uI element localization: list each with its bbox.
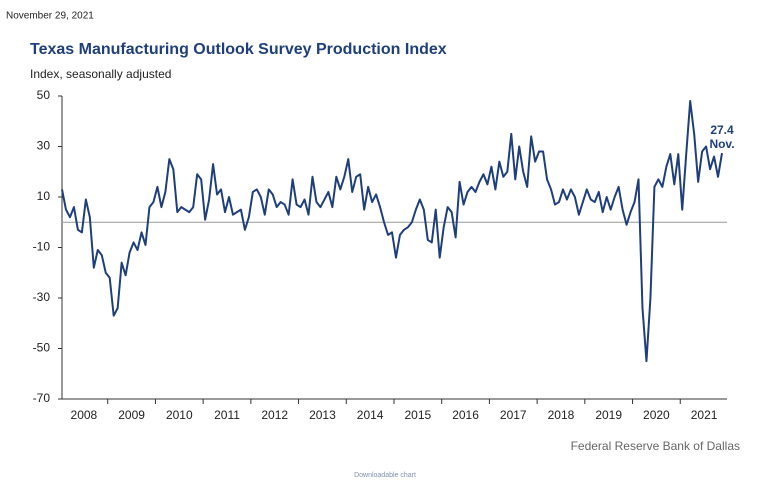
x-tick-label: 2013	[309, 408, 336, 422]
y-tick-label: 10	[37, 189, 51, 203]
x-tick-label: 2012	[261, 408, 288, 422]
y-tick-label: -30	[33, 290, 51, 304]
line	[61, 100, 723, 363]
footer: Downloadable chart	[354, 472, 416, 479]
y-tick-label: -70	[33, 391, 51, 405]
x-tick-label: 2019	[595, 408, 622, 422]
x-tick-label: 2020	[643, 408, 670, 422]
y-tick-label: -10	[33, 240, 51, 254]
y-tick-label: 30	[37, 139, 51, 153]
source: Federal Reserve Bank of Dallas	[571, 439, 740, 453]
x-tick-label: 2014	[357, 408, 384, 422]
x-tick-label: 2018	[548, 408, 575, 422]
y-tick-label: -50	[33, 341, 51, 355]
x-tick-label: 2017	[500, 408, 527, 422]
chart-title: Texas Manufacturing Outlook Survey Produ…	[30, 41, 447, 58]
date: November 29, 2021	[6, 11, 94, 22]
subtitle: Index, seasonally adjusted	[30, 67, 171, 81]
y-tick-label: 50	[37, 88, 51, 102]
x-tick-label: 2009	[118, 408, 145, 422]
x-tick-label: 2008	[71, 408, 98, 422]
value-label: 27.4	[710, 123, 734, 137]
x-tick-label: 2021	[691, 408, 718, 422]
x-tick-label: 2011	[214, 408, 240, 422]
x-tick-label: 2015	[404, 408, 431, 422]
annotation: Nov.	[709, 137, 734, 151]
x-tick-label: 2016	[452, 408, 479, 422]
x-tick-label: 2010	[166, 408, 193, 422]
